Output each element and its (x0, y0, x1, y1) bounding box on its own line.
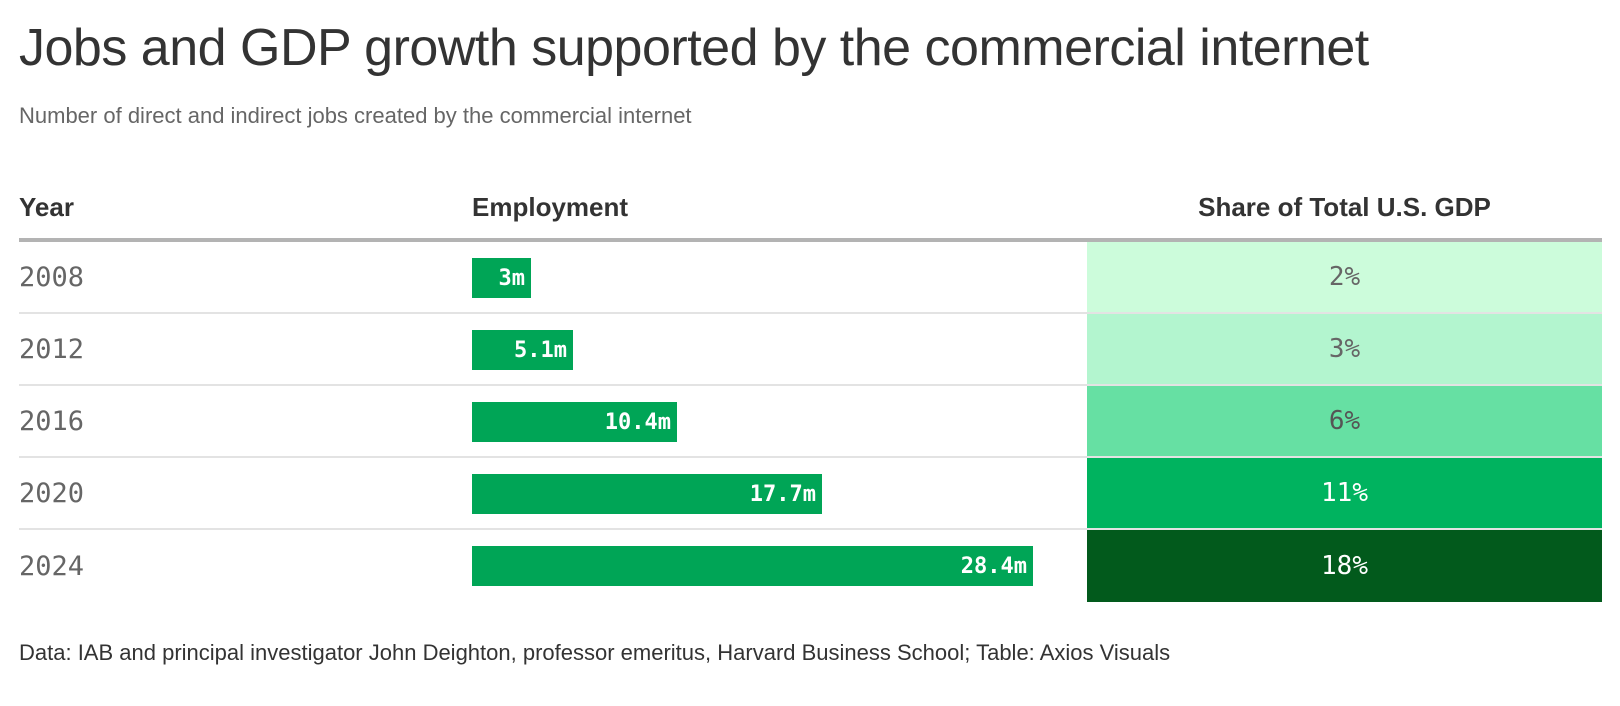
year-cell: 2020 (19, 477, 85, 509)
year-cell: 2016 (19, 405, 85, 437)
column-header-year: Year (19, 192, 74, 222)
table-row: 2012 5.1m 3% (19, 314, 1602, 386)
gdp-share-cell: 18% (1087, 530, 1602, 602)
table-body: 2008 3m 2% 2012 5.1m 3% 2016 10.4m 6% 2020 17.7m 11… (19, 242, 1602, 602)
employment-label: 5.1m (514, 337, 567, 363)
employment-label: 28.4m (960, 553, 1027, 579)
employment-label: 10.4m (604, 409, 671, 435)
column-header-gdp-share: Share of Total U.S. GDP (1198, 192, 1491, 222)
year-cell: 2012 (19, 333, 85, 365)
chart-subtitle: Number of direct and indirect jobs creat… (19, 103, 692, 128)
data-table: Year Employment Share of Total U.S. GDP … (19, 180, 1602, 602)
employment-bar: 17.7m (472, 474, 822, 514)
table-row: 2020 17.7m 11% (19, 458, 1602, 530)
employment-label: 3m (498, 265, 526, 291)
gdp-share-cell: 3% (1087, 314, 1602, 384)
table-row: 2024 28.4m 18% (19, 530, 1602, 602)
chart-title: Jobs and GDP growth supported by the com… (19, 19, 1369, 77)
employment-bar: 28.4m (472, 546, 1033, 586)
gdp-share-cell: 6% (1087, 386, 1602, 456)
table-row: 2016 10.4m 6% (19, 386, 1602, 458)
year-cell: 2008 (19, 261, 85, 293)
gdp-share-cell: 2% (1087, 242, 1602, 312)
employment-bar: 10.4m (472, 402, 677, 442)
table-header: Year Employment Share of Total U.S. GDP (19, 180, 1602, 242)
gdp-share-cell: 11% (1087, 458, 1602, 528)
source-note: Data: IAB and principal investigator Joh… (19, 640, 1171, 665)
table-row: 2008 3m 2% (19, 242, 1602, 314)
column-header-employment: Employment (472, 192, 629, 222)
employment-bar: 5.1m (472, 330, 573, 370)
employment-bar: 3m (472, 258, 531, 298)
employment-label: 17.7m (749, 481, 816, 507)
year-cell: 2024 (19, 550, 85, 582)
